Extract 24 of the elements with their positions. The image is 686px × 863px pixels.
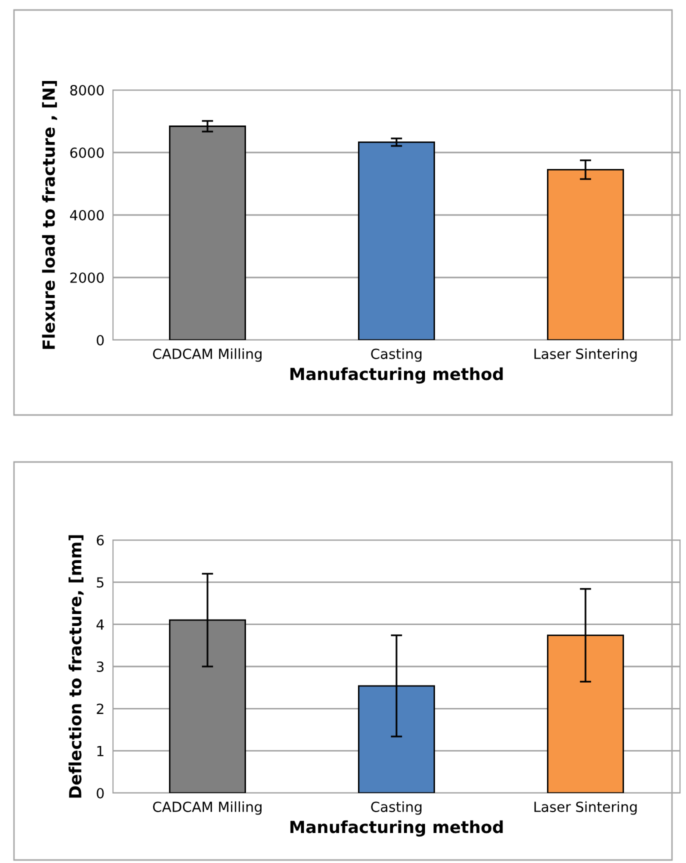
bar [169, 126, 246, 340]
x-tick-label: CADCAM Milling [153, 348, 262, 362]
y-axis-title: Deflection to fracture, [mm] [68, 535, 84, 798]
y-tick-label: 6 [96, 534, 104, 546]
y-tick-label: 0 [96, 334, 104, 346]
y-tick-label: 5 [96, 577, 104, 588]
y-tick-label: 4000 [70, 210, 104, 220]
x-axis-title: Manufacturing method [290, 820, 503, 837]
y-tick-label: 8000 [70, 84, 104, 96]
y-axis-title: Flexure load to fracture , [N] [42, 81, 58, 349]
y-tick-label: 6000 [70, 147, 104, 158]
x-tick-label: Laser Sintering [534, 801, 637, 815]
y-tick-label: 4 [96, 619, 104, 630]
y-tick-label: 1 [97, 746, 104, 756]
x-tick-label: CADCAM Milling [153, 801, 262, 815]
y-tick-label: 2 [96, 704, 104, 714]
bar [358, 141, 435, 340]
x-tick-label: Casting [371, 801, 422, 815]
x-tick-label: Casting [371, 348, 422, 362]
y-tick-label: 2000 [70, 272, 104, 283]
x-tick-label: Laser Sintering [534, 348, 637, 362]
y-tick-label: 0 [96, 788, 104, 798]
x-axis-title: Manufacturing method [290, 367, 503, 384]
y-tick-label: 3 [96, 661, 104, 672]
